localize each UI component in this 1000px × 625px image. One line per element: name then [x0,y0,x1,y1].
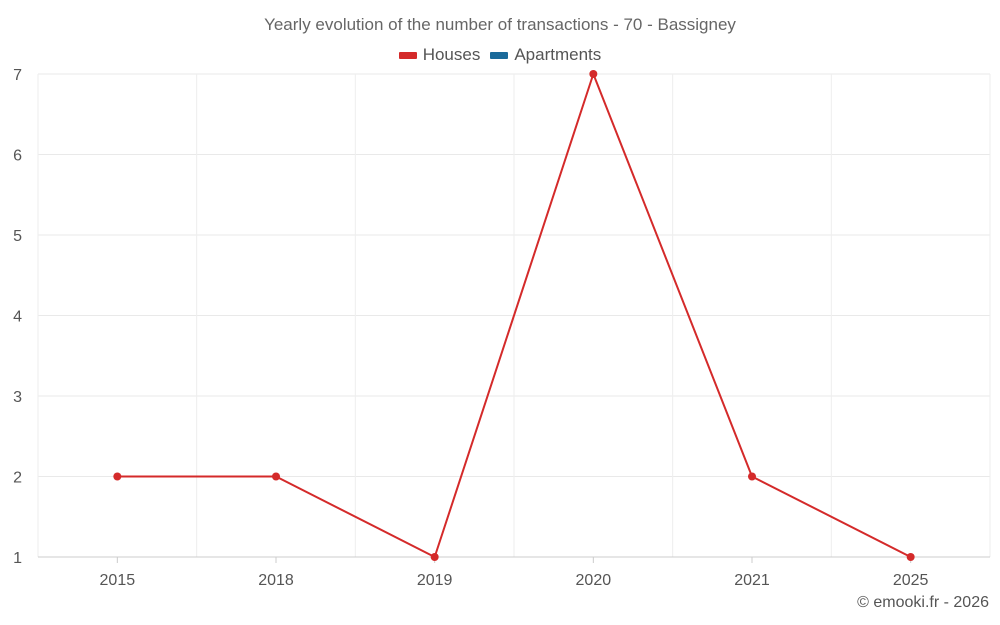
series-lines [117,73,912,558]
legend-swatch-apartments [490,51,509,59]
x-tick-label: 2019 [417,572,453,589]
data-point-houses[interactable] [272,472,280,481]
y-tick-label: 7 [13,67,22,84]
x-tick-label: 2018 [258,572,294,589]
legend-label-houses: Houses [422,45,481,64]
tick-labels: 1 2 3 4 5 6 7 2015 2018 2019 2020 2021 2025 [13,67,928,589]
axes [38,556,990,563]
legend-label-apartments: Apartments [514,45,602,64]
data-point-houses[interactable] [430,553,439,561]
y-tick-label: 1 [13,550,22,567]
data-point-houses[interactable] [748,472,756,481]
x-tick-label: 2020 [576,572,612,589]
credits-text[interactable]: © emooki.fr - 2026 [857,594,989,611]
legend-item-apartments[interactable]: Apartments [490,45,601,65]
legend-swatch-houses [398,51,417,59]
y-tick-label: 6 [13,148,22,165]
x-tick-label: 2021 [734,572,770,589]
legend-item-houses[interactable]: Houses [398,45,481,65]
series-line-houses[interactable] [117,73,912,558]
y-tick-label: 3 [13,389,22,406]
data-point-houses[interactable] [113,472,122,481]
x-tick-label: 2025 [893,572,929,589]
data-points [113,70,915,561]
y-tick-label: 4 [13,309,22,326]
y-tick-label: 5 [13,228,22,245]
x-tick-label: 2015 [100,572,136,589]
chart-title: Yearly evolution of the number of transa… [264,15,736,34]
data-point-houses[interactable] [589,70,598,78]
y-tick-label: 2 [13,470,22,487]
data-point-houses[interactable] [906,553,915,561]
legend: Houses Apartments [0,45,1000,65]
